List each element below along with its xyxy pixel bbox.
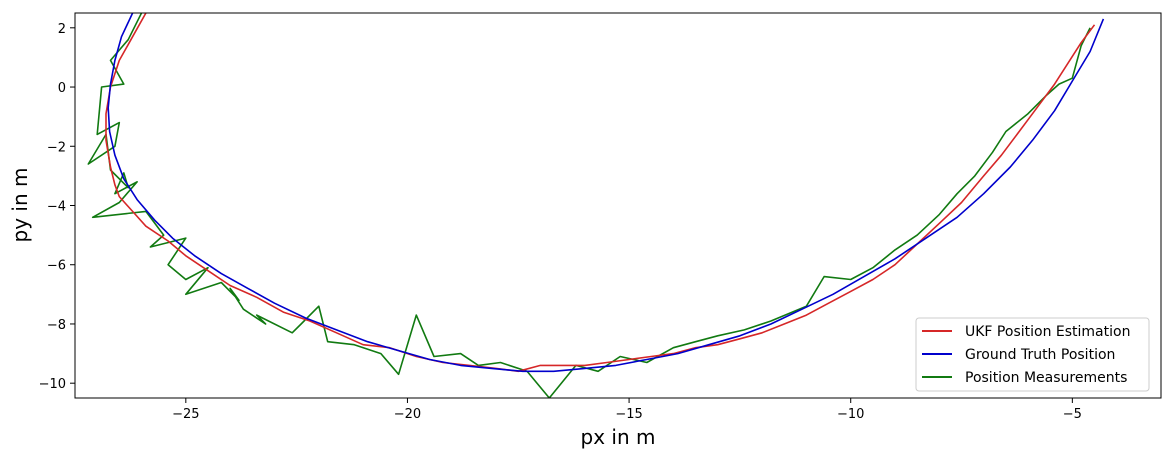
y-tick-label: 0 [58,81,66,96]
tick-layer: −25 −20 −15 −10 −5 2 0 −2 −4 −6 −8 −10 [39,22,1082,422]
series-line-ukf [105,13,1096,373]
x-tick-label: −10 [837,407,864,422]
y-axis-label: py in m [8,168,32,243]
legend-label-ukf: UKF Position Estimation [965,324,1130,340]
legend-box [915,317,1150,392]
series-line-measurements [87,13,1091,398]
legend-label-measurements: Position Measurements [965,370,1127,386]
x-axis-label: px in m [581,425,656,449]
x-tick-label: −5 [1063,407,1082,422]
y-tick-label: 2 [58,22,66,37]
x-tick-label: −15 [615,407,642,422]
y-tick-label: −8 [47,318,66,333]
legend-label-ground-truth: Ground Truth Position [965,347,1115,363]
y-tick-label: −10 [39,377,66,392]
legend: UKF Position Estimation Ground Truth Pos… [915,317,1150,392]
y-tick-label: −4 [47,200,66,215]
x-tick-label: −20 [394,407,421,422]
series-line-ground-truth [107,13,1105,373]
y-tick-label: −2 [47,140,66,155]
y-tick-label: −6 [47,259,66,274]
plot-area [87,13,1105,398]
x-tick-label: −25 [172,407,199,422]
